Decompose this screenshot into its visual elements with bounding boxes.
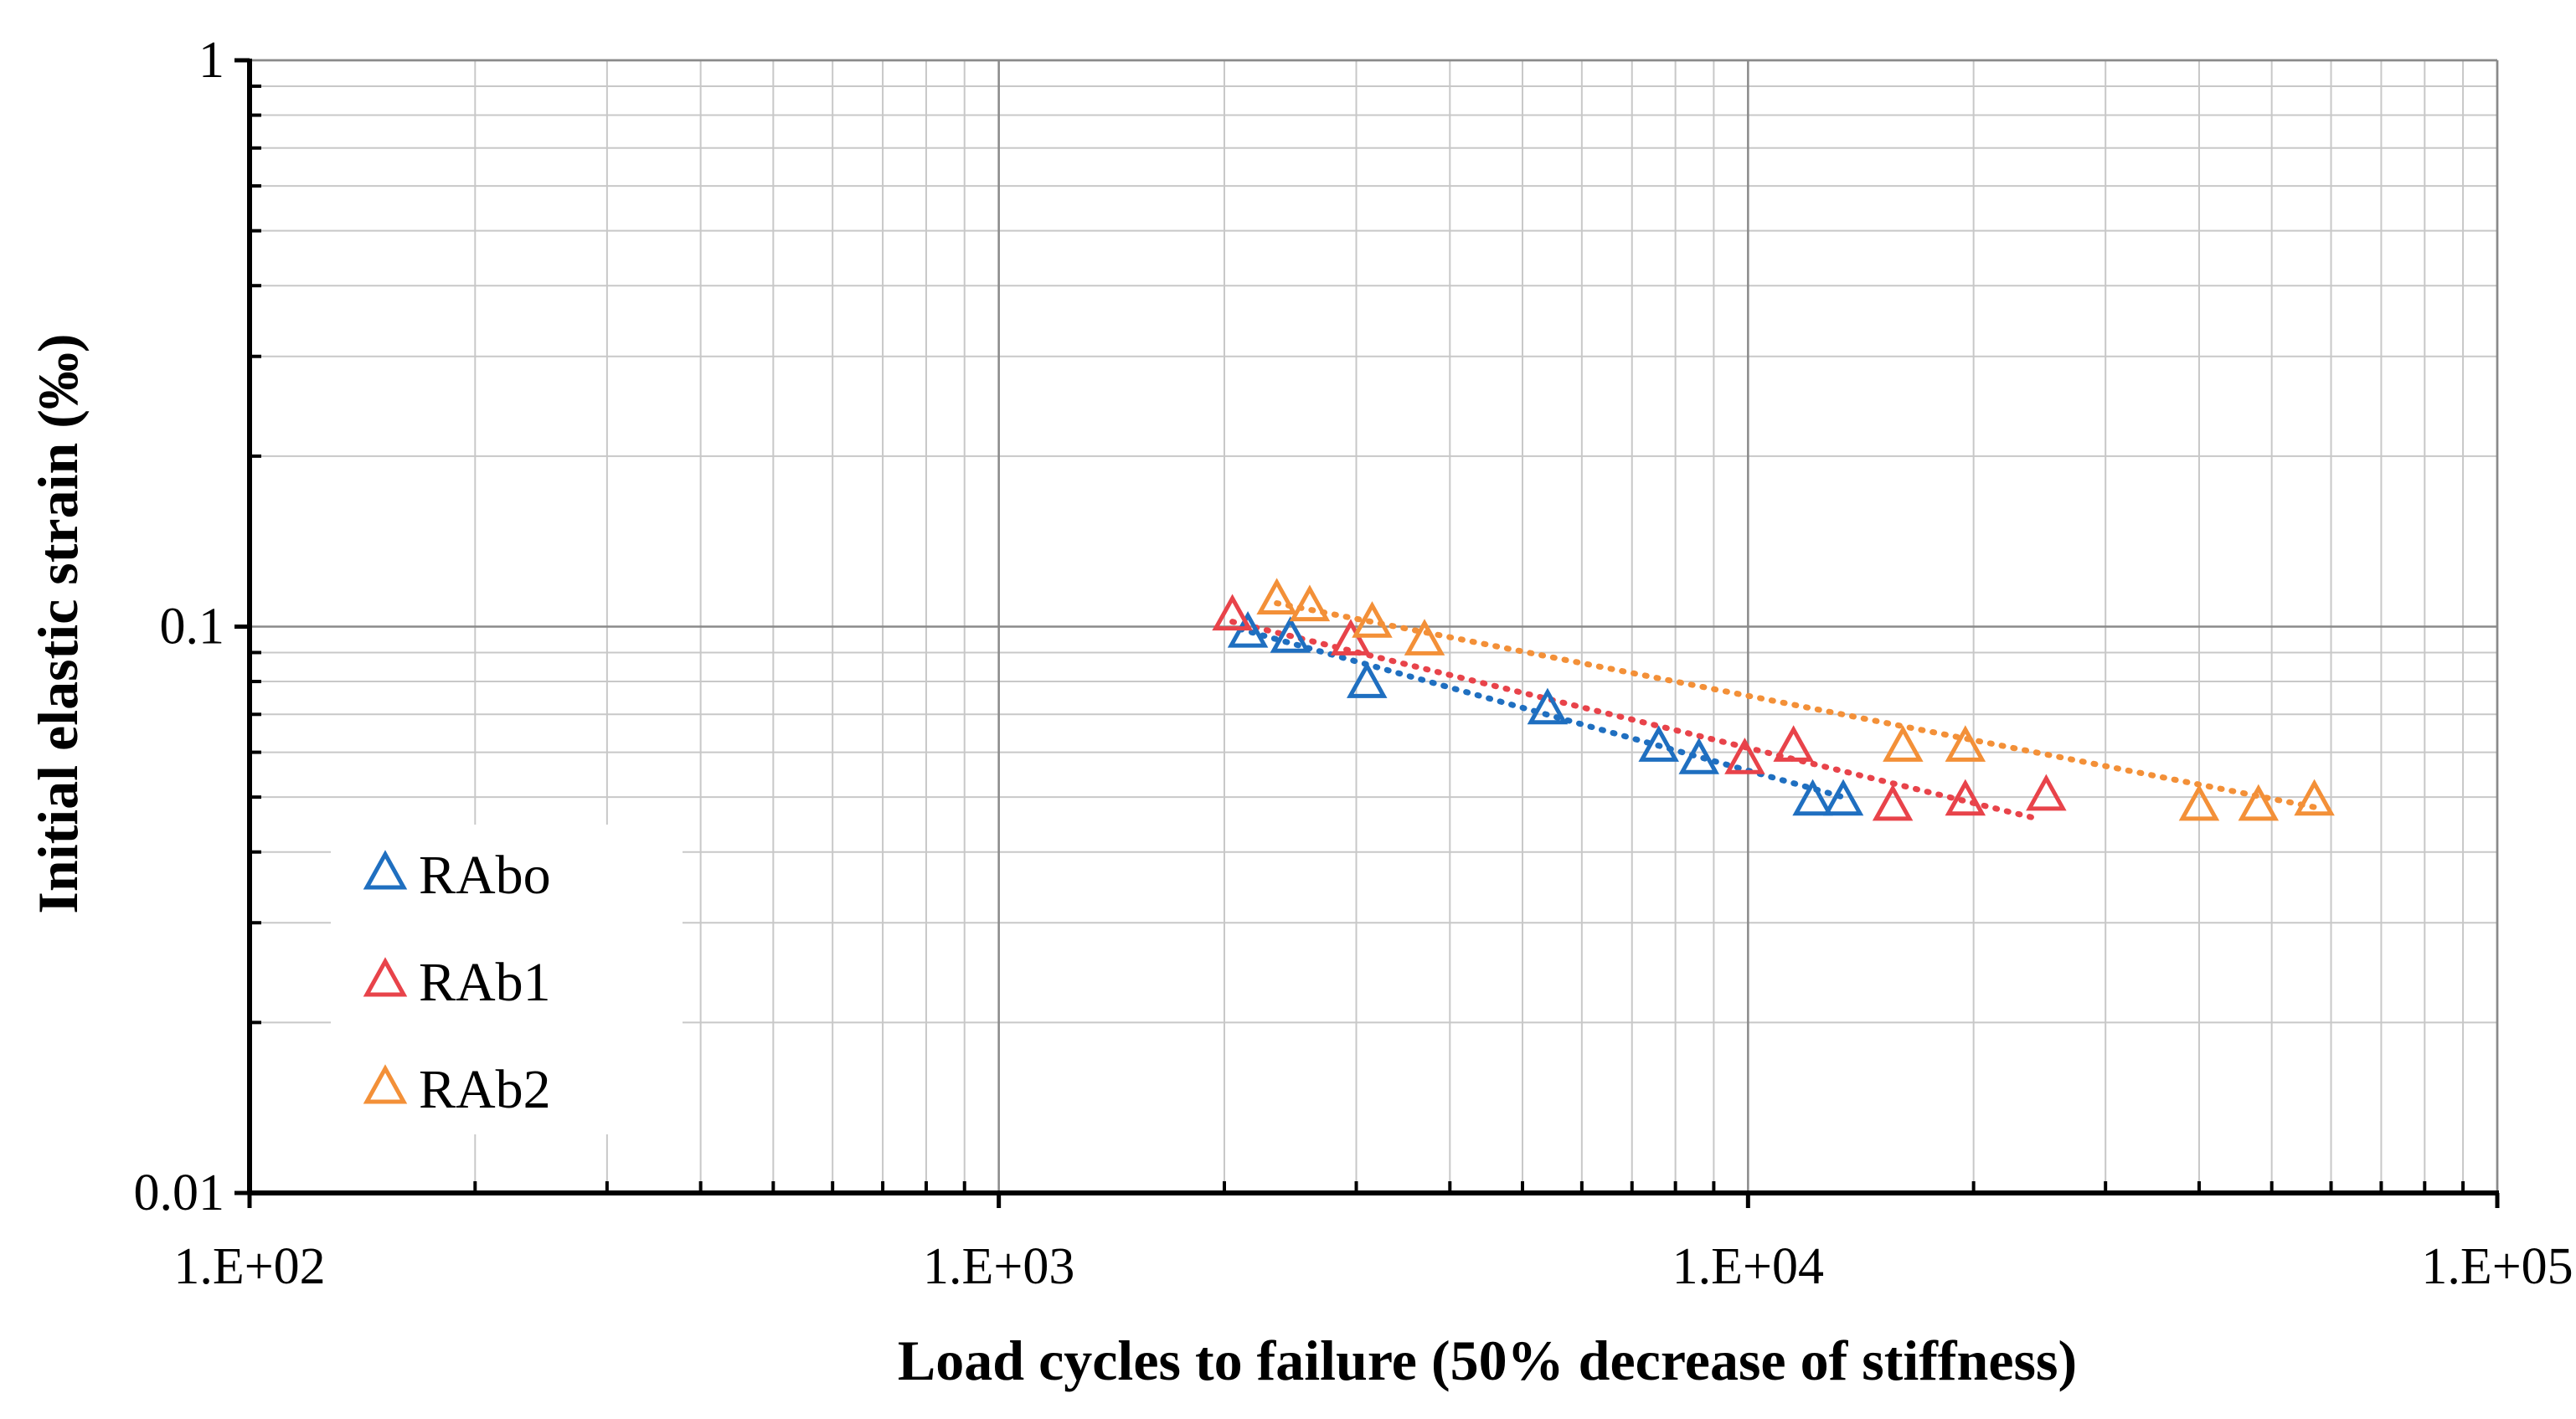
trendlines: [1229, 599, 2318, 821]
legend-box: [331, 825, 683, 1134]
data-point-rabo: [1822, 779, 1864, 816]
data-point-rabo: [1270, 616, 1311, 653]
legend-label-rabo: RAbo: [419, 845, 551, 906]
tick-labels: 1.E+02 1.E+03 1.E+04 1.E+05 0.01 0.1 1: [134, 32, 2573, 1295]
legend: RAbo RAb1 RAb2: [331, 825, 683, 1134]
y-tick-label: 0.01: [134, 1165, 225, 1221]
data-point-rab2: [1352, 601, 1393, 638]
data-point-rab1: [1945, 779, 1986, 816]
x-tick-label: 1.E+04: [1672, 1238, 1824, 1295]
trendline-rab2: [1274, 599, 2318, 810]
data-point-rab1: [1330, 619, 1372, 656]
data-point-rab2: [1289, 584, 1331, 622]
legend-marker-rab1: [363, 957, 408, 997]
x-tick-label: 1.E+05: [2421, 1238, 2573, 1295]
data-point-rab2: [1256, 578, 1297, 615]
data-point-rabo: [1638, 725, 1679, 762]
x-tick-label: 1.E+03: [923, 1238, 1074, 1295]
data-point-rab2: [1404, 619, 1445, 656]
data-point-rab2: [2294, 779, 2335, 816]
data-point-rabo: [1347, 661, 1388, 698]
data-point-rab2: [1883, 725, 1924, 762]
trendline-rabo: [1237, 625, 1847, 800]
y-tick-label: 1: [198, 32, 224, 89]
axes: [234, 58, 2500, 1208]
data-point-rabo: [1678, 738, 1719, 774]
data-point-rab1: [1724, 738, 1765, 774]
data-point-rabo: [1527, 687, 1569, 725]
data-point-rab2: [2238, 784, 2280, 821]
data-point-rabo: [1792, 779, 1833, 816]
legend-label-rab2: RAb2: [419, 1059, 551, 1120]
legend-label-rab1: RAb1: [419, 952, 551, 1013]
x-tick-label: 1.E+02: [173, 1238, 325, 1295]
y-tick-label: 0.1: [160, 599, 225, 656]
data-point-rab1: [2026, 774, 2067, 811]
data-point-rab1: [1773, 725, 1814, 762]
legend-marker-rab2: [363, 1064, 408, 1104]
y-axis-title: Initial elastic strain (‰): [26, 333, 90, 913]
legend-items: RAbo RAb1 RAb2: [363, 845, 551, 1120]
data-point-rab1: [1212, 594, 1253, 631]
data-point-rab2: [2178, 784, 2220, 821]
trendline-rab1: [1229, 619, 2036, 821]
legend-marker-rabo: [363, 850, 408, 890]
data-point-rab2: [1945, 725, 1986, 762]
data-points: [1212, 578, 2335, 821]
x-axis-title: Load cycles to failure (50% decrease of …: [898, 1329, 2077, 1392]
data-point-rab1: [1872, 784, 1914, 821]
